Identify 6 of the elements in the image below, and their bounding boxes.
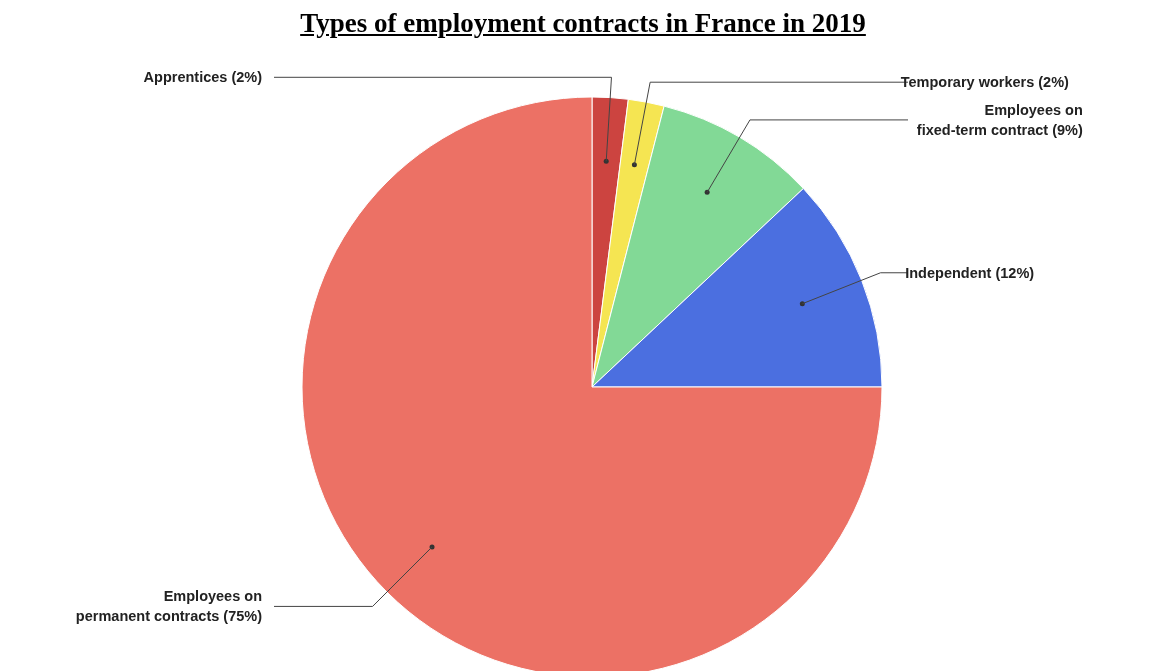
slice-label: Apprentices (2%) [143,69,263,86]
slice-label: Employees on permanent contracts (75%) [75,588,263,625]
slice-label: Employees on fixed-term contract (9%) [916,101,1083,138]
slice-label: Temporary workers (2%) [900,74,1070,91]
slice-label: Independent (12%) [905,264,1035,281]
chart-title: Types of employment contracts in France in 2019 [299,8,867,39]
